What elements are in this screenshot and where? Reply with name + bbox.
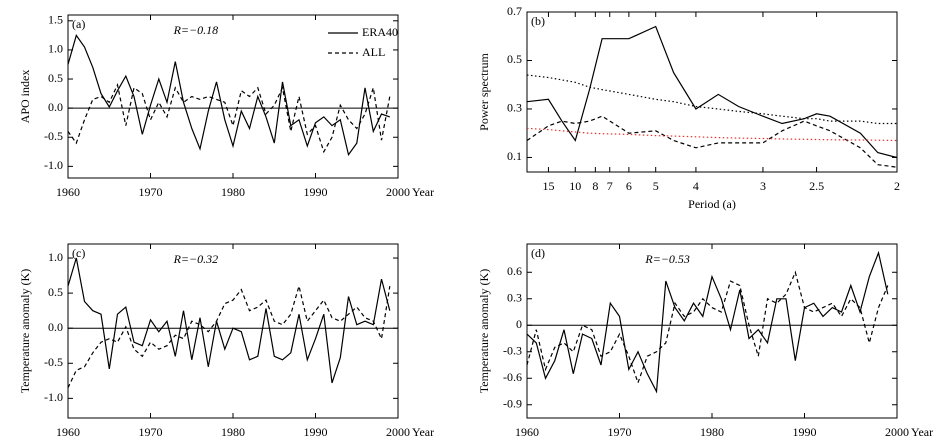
x-tick-label: 1960 [515,425,539,439]
data-line [526,74,897,125]
x-axis-label: Period (a) [688,197,736,211]
x-tick-label: 1970 [139,425,163,439]
y-tick-label: -0.6 [503,370,522,384]
x-tick-label: 1970 [139,185,163,199]
panel-label: (d) [531,246,545,260]
panel-label: (b) [531,14,545,28]
x-tick-label: 6 [626,179,632,193]
plot-frame [526,243,898,419]
y-tick-label: 0.5 [48,285,63,299]
y-tick-label: -0.5 [44,129,63,143]
x-tick-label: 4 [693,179,699,193]
x-tick-label: 2000 [386,425,410,439]
y-tick-label: 0.5 [507,52,522,66]
x-axis-label: Year [412,425,434,439]
x-tick-label: 2000 [885,425,909,439]
x-tick-label: 7 [607,179,613,193]
y-tick-label: 0.3 [507,101,522,115]
y-tick-label: -1.0 [44,158,63,172]
x-tick-label: 1990 [304,425,328,439]
y-axis-label: Temperature anomaly (K) [18,269,32,393]
panel-label: (a) [72,17,85,31]
data-line [526,250,889,394]
plot-frame [526,11,898,173]
legend-label: ERA40 [362,25,398,39]
data-line [526,25,898,159]
y-tick-label: -0.3 [503,344,522,358]
x-tick-label: 1980 [700,425,724,439]
x-tick-label: 8 [592,179,598,193]
x-axis-label: Year [911,425,933,439]
y-tick-label: 1.0 [48,250,63,264]
data-line [67,283,391,389]
x-tick-label: 1970 [608,425,632,439]
panel-label: (c) [72,246,85,260]
data-line [526,270,889,385]
y-tick-label: 1.0 [48,42,63,56]
y-tick-label: -0.9 [503,397,522,411]
y-tick-label: 0.7 [507,4,522,18]
x-tick-label: 1980 [221,425,245,439]
x-tick-label: 3 [760,179,766,193]
annotation: R=−0.32 [173,252,219,266]
y-tick-label: 0.1 [507,149,522,163]
y-axis-label: APO index [18,70,32,124]
x-tick-label: 15 [542,179,554,193]
x-tick-label: 1960 [56,425,80,439]
x-tick-label: 2000 [386,185,410,199]
y-tick-label: -0.5 [44,355,63,369]
y-tick-label: 0.5 [48,71,63,85]
legend-label: ALL [362,45,385,59]
x-tick-label: 2 [894,179,900,193]
y-tick-label: 0.6 [507,264,522,278]
y-tick-label: -1.0 [44,390,63,404]
y-tick-label: 0.0 [48,100,63,114]
annotation: R=−0.18 [173,23,219,37]
data-line [67,257,391,384]
x-tick-label: 1980 [221,185,245,199]
y-tick-label: 0.0 [48,320,63,334]
x-tick-label: 5 [653,179,659,193]
y-axis-label: Power spectrum [477,53,491,131]
x-tick-label: 2.5 [809,179,824,193]
data-line [526,127,898,142]
x-tick-label: 1990 [304,185,328,199]
x-tick-label: 1990 [793,425,817,439]
y-tick-label: 1.5 [48,13,63,27]
data-line [526,115,898,168]
x-tick-label: 1960 [56,185,80,199]
y-tick-label: 0 [516,317,522,331]
x-axis-label: Year [412,185,434,199]
data-line [67,83,391,154]
x-tick-label: 10 [569,179,581,193]
plot-frame [67,243,399,419]
annotation: R=−0.53 [644,252,690,266]
y-tick-label: 0.3 [507,291,522,305]
data-line [67,34,390,157]
y-axis-label: Temperature anomaly (K) [477,269,491,393]
